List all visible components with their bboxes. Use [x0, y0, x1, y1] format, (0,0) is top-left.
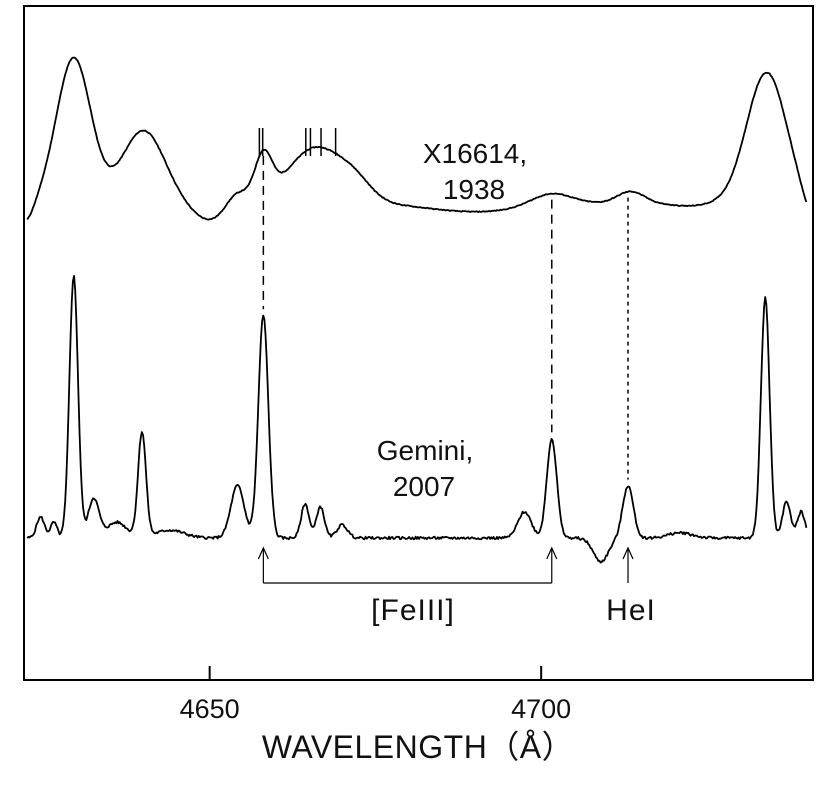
- fe3-label: [FeIII]: [371, 594, 455, 627]
- x-tick-label: 4650: [180, 694, 240, 724]
- marker-arrow-head: [546, 546, 558, 560]
- spectrum-2007: [26, 274, 808, 564]
- spectrum-label-1938-line1: X16614,: [423, 138, 527, 169]
- x-axis-ticks: [208, 666, 543, 680]
- spectrum-label-2007-line1: Gemini,: [377, 435, 473, 466]
- x-axis-tick-labels: 4650 4700: [180, 694, 572, 724]
- x-axis-title: WAVELENGTH（Å）: [262, 729, 574, 765]
- he1-label: HeI: [606, 594, 656, 627]
- marker-arrow-head: [257, 546, 269, 560]
- marker-arrow-head: [622, 546, 634, 560]
- line-id-ticks-1938: [258, 128, 337, 156]
- spectrum-1938: [26, 56, 808, 221]
- spectra: [26, 56, 808, 564]
- line-connectors: [262, 155, 629, 480]
- x-tick-label: 4700: [511, 694, 571, 724]
- spectrum-label-1938-line2: 1938: [443, 174, 505, 205]
- spectrum-label-2007-line2: 2007: [393, 471, 455, 502]
- plot-frame: [23, 5, 814, 681]
- line-id-markers: [257, 546, 634, 584]
